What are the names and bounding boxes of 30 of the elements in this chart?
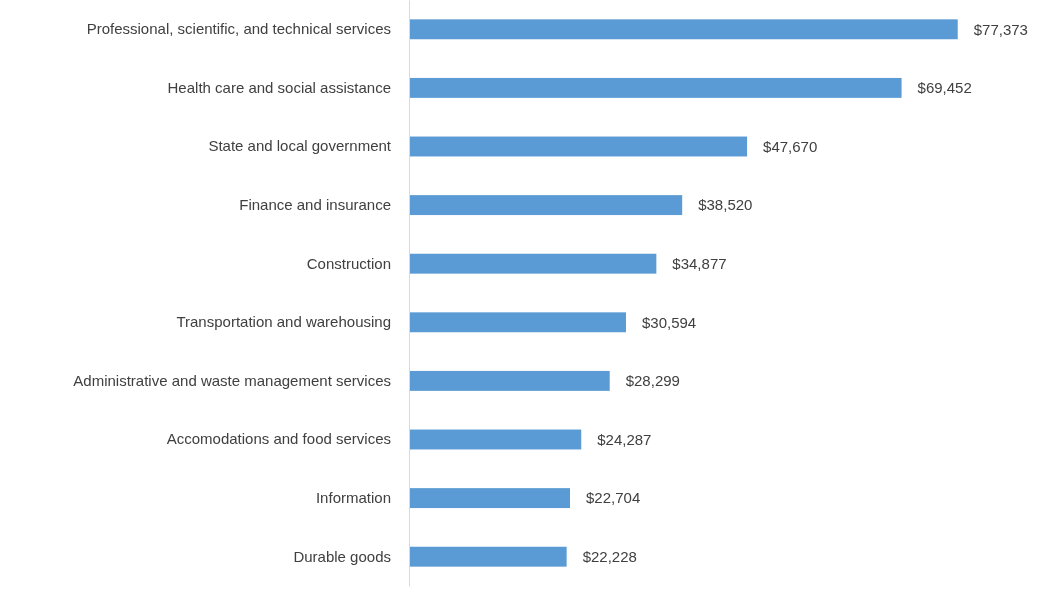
data-label: $22,704 bbox=[586, 489, 641, 507]
bar bbox=[409, 488, 571, 509]
bar bbox=[409, 195, 683, 216]
data-label: $28,299 bbox=[625, 372, 680, 390]
data-label: $34,877 bbox=[672, 254, 727, 272]
y-tick-label: Durable goods bbox=[293, 547, 391, 565]
data-label: $47,670 bbox=[763, 137, 818, 155]
y-tick-label: State and local government bbox=[208, 137, 392, 155]
y-tick-label: Information bbox=[315, 488, 391, 506]
bar bbox=[409, 429, 582, 450]
bar bbox=[409, 19, 958, 40]
data-label: $69,452 bbox=[917, 79, 972, 97]
bar bbox=[409, 136, 748, 157]
y-tick-label: Professional, scientific, and technical services bbox=[86, 20, 391, 38]
data-label: $24,287 bbox=[597, 430, 652, 448]
data-label: $77,373 bbox=[973, 20, 1028, 38]
bar bbox=[409, 546, 567, 567]
bar bbox=[409, 370, 610, 391]
bar bbox=[409, 253, 657, 274]
y-tick-label: Accomodations and food services bbox=[166, 430, 391, 448]
data-label: $38,520 bbox=[698, 196, 753, 214]
y-tick-label: Finance and insurance bbox=[239, 195, 391, 213]
bar bbox=[409, 77, 902, 98]
y-tick-label: Construction bbox=[306, 254, 391, 272]
data-label: $22,228 bbox=[582, 547, 637, 565]
y-tick-label: Health care and social assistance bbox=[167, 78, 391, 96]
data-label: $30,594 bbox=[641, 313, 697, 331]
y-tick-label: Transportation and warehousing bbox=[176, 313, 391, 331]
y-tick-label: Administrative and waste management services bbox=[73, 371, 391, 389]
bar bbox=[409, 312, 626, 333]
